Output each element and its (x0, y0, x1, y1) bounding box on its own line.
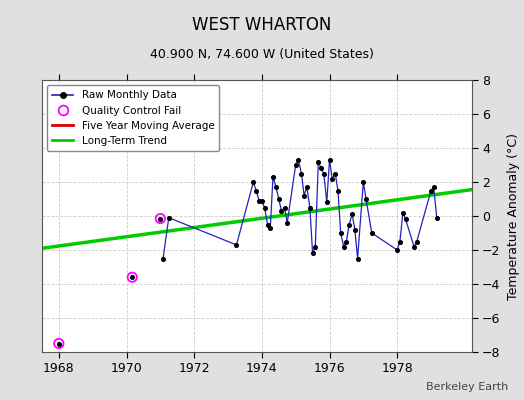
Point (255, 198, 264, 204)
Point (320, 170, 328, 177)
Point (348, 211, 356, 218)
Legend: Raw Monthly Data, Quality Control Fail, Five Year Moving Average, Long-Term Tren: Raw Monthly Data, Quality Control Fail, … (47, 85, 220, 151)
Point (427, 187, 435, 194)
Point (249, 179, 258, 185)
Text: WEST WHARTON: WEST WHARTON (192, 16, 332, 34)
Point (317, 165, 325, 172)
Point (294, 157, 302, 163)
Point (252, 187, 260, 194)
Point (412, 238, 421, 245)
Point (345, 221, 353, 228)
Point (325, 157, 334, 163)
Point (393, 247, 401, 253)
Point (283, 220, 291, 226)
Point (399, 210, 407, 216)
Point (305, 204, 314, 211)
Point (336, 230, 345, 236)
Text: Berkeley Earth: Berkeley Earth (426, 382, 508, 392)
Point (328, 175, 336, 182)
Point (353, 255, 362, 262)
Point (303, 184, 311, 190)
Point (260, 204, 269, 211)
Point (275, 196, 283, 202)
Point (432, 214, 441, 221)
Point (351, 226, 359, 233)
Point (156, 215, 165, 222)
Point (311, 243, 320, 250)
Point (410, 243, 418, 250)
Point (331, 170, 340, 177)
Point (314, 158, 323, 165)
Point (291, 162, 300, 168)
Point (269, 174, 277, 180)
Y-axis label: Temperature Anomaly (°C): Temperature Anomaly (°C) (507, 132, 520, 300)
Point (258, 198, 266, 204)
Point (297, 170, 305, 177)
Point (264, 221, 272, 228)
Point (128, 274, 136, 280)
Text: 40.900 N, 74.600 W (United States): 40.900 N, 74.600 W (United States) (150, 48, 374, 61)
Point (368, 230, 376, 236)
Point (54, 340, 63, 347)
Point (359, 179, 367, 185)
Point (323, 199, 331, 206)
Point (340, 243, 348, 250)
Point (266, 225, 275, 231)
Point (54, 340, 63, 347)
Point (232, 242, 241, 248)
Point (156, 215, 165, 222)
Point (128, 274, 136, 280)
Point (334, 187, 342, 194)
Point (165, 214, 173, 221)
Point (362, 196, 370, 202)
Point (280, 204, 289, 211)
Point (159, 255, 167, 262)
Point (309, 250, 317, 257)
Point (342, 238, 351, 245)
Point (430, 184, 438, 190)
Point (401, 216, 410, 222)
Point (396, 238, 404, 245)
Point (277, 208, 286, 214)
Point (300, 192, 308, 199)
Point (272, 184, 280, 190)
